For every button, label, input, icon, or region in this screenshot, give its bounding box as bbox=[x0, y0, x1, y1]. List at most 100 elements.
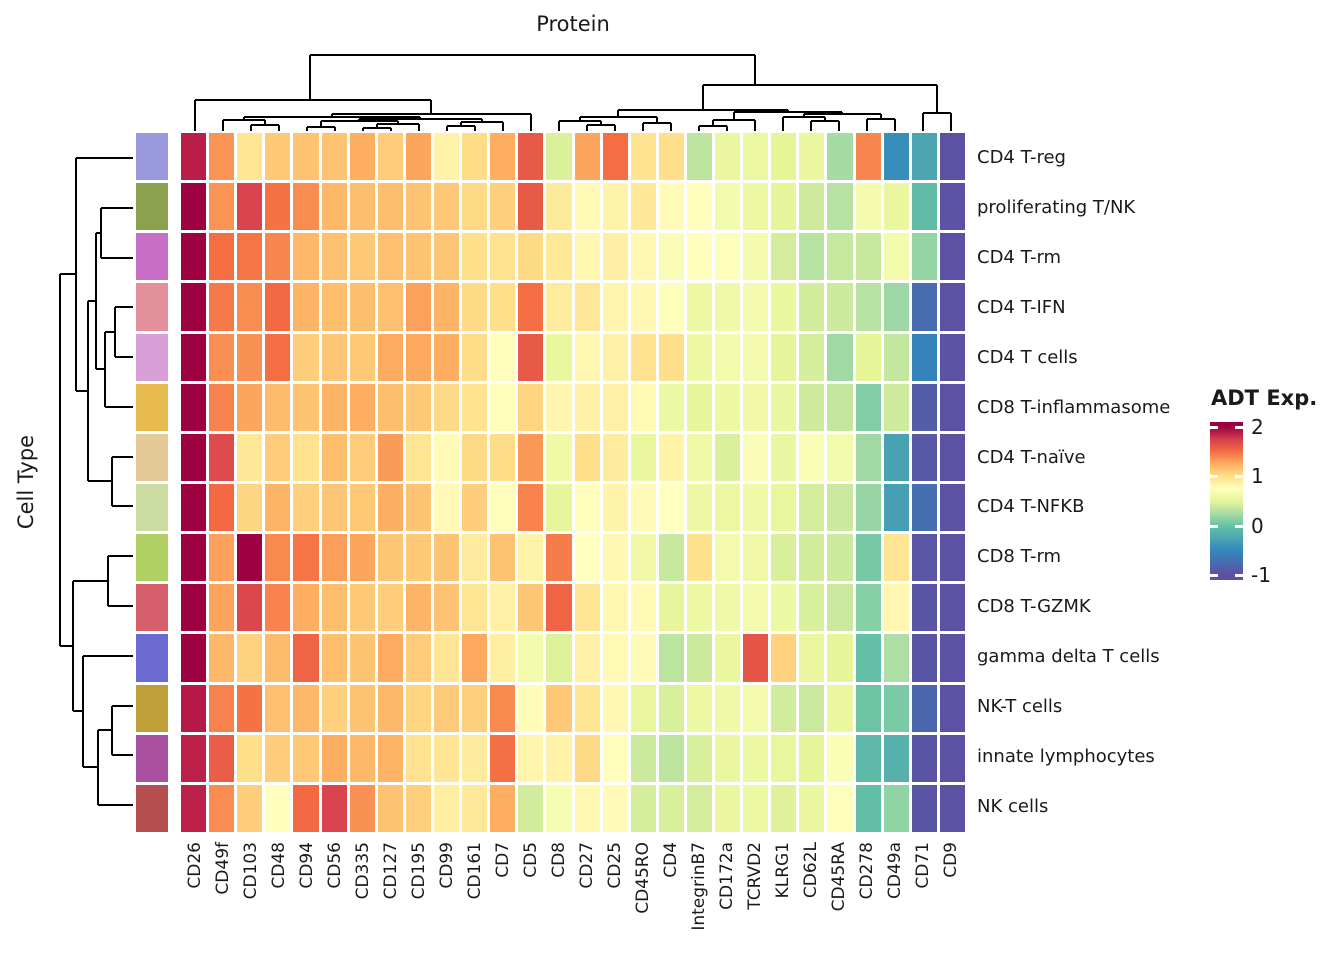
heatmap-cell bbox=[827, 333, 853, 381]
heatmap-cell bbox=[574, 634, 600, 682]
heatmap-cell bbox=[883, 133, 909, 181]
heatmap-cell bbox=[546, 283, 572, 331]
heatmap-cell bbox=[658, 534, 684, 582]
heatmap-cell bbox=[265, 684, 291, 732]
heatmap-cell bbox=[490, 584, 516, 632]
column-label: CD195 bbox=[409, 842, 429, 900]
heatmap-cell bbox=[602, 684, 628, 732]
heatmap-cell bbox=[602, 483, 628, 532]
heatmap-cell bbox=[462, 233, 488, 281]
heatmap-cell bbox=[237, 133, 263, 181]
heatmap-cell bbox=[377, 483, 403, 532]
heatmap-cell bbox=[574, 383, 600, 431]
heatmap-cell bbox=[518, 333, 544, 381]
heatmap-cell bbox=[855, 233, 881, 281]
heatmap-cell bbox=[209, 634, 235, 682]
heatmap-cell bbox=[855, 383, 881, 431]
heatmap-cell bbox=[939, 433, 965, 481]
heatmap-cell bbox=[237, 433, 263, 481]
heatmap-cell bbox=[349, 433, 375, 481]
legend-tick-mark bbox=[1210, 574, 1218, 578]
heatmap-cell bbox=[715, 433, 741, 481]
heatmap-cell bbox=[321, 684, 347, 732]
heatmap-cell bbox=[321, 433, 347, 481]
heatmap-cell bbox=[321, 133, 347, 181]
heatmap-cell bbox=[433, 183, 460, 231]
heatmap-cell bbox=[293, 133, 319, 181]
heatmap-cell bbox=[743, 534, 769, 582]
heatmap-cell bbox=[771, 483, 797, 532]
heatmap-cell bbox=[855, 634, 881, 682]
heatmap-cell bbox=[743, 233, 769, 281]
heatmap-cell bbox=[771, 534, 797, 582]
heatmap-cell bbox=[883, 534, 909, 582]
heatmap-cell bbox=[293, 634, 319, 682]
heatmap-cell bbox=[855, 734, 881, 782]
heatmap-cell bbox=[209, 784, 235, 832]
heatmap-cell bbox=[405, 534, 431, 582]
heatmap-cell bbox=[237, 534, 263, 582]
heatmap-cell bbox=[827, 534, 853, 582]
heatmap-cell bbox=[405, 433, 431, 481]
heatmap-cell bbox=[405, 233, 431, 281]
heatmap-cell bbox=[518, 283, 544, 331]
heatmap-cell bbox=[574, 333, 600, 381]
heatmap-cell bbox=[602, 233, 628, 281]
heatmap-cell bbox=[349, 584, 375, 632]
heatmap-cell bbox=[658, 784, 684, 832]
legend-tick-mark bbox=[1235, 524, 1243, 528]
heatmap-cell bbox=[321, 584, 347, 632]
column-label: CD48 bbox=[269, 842, 289, 889]
heatmap-cell bbox=[855, 684, 881, 732]
heatmap-cell bbox=[743, 433, 769, 481]
column-label: CD335 bbox=[353, 842, 373, 900]
heatmap-cell bbox=[771, 333, 797, 381]
heatmap-cell bbox=[855, 483, 881, 532]
row-label: proliferating T/NK bbox=[977, 196, 1136, 218]
column-label: CD103 bbox=[241, 842, 261, 900]
heatmap-cell bbox=[321, 483, 347, 532]
heatmap-cell bbox=[743, 734, 769, 782]
heatmap-cell bbox=[939, 483, 965, 532]
heatmap-cell bbox=[321, 283, 347, 331]
heatmap-cell bbox=[181, 684, 207, 732]
heatmap-cell bbox=[518, 584, 544, 632]
heatmap-cell bbox=[462, 684, 488, 732]
heatmap-cell bbox=[462, 133, 488, 181]
heatmap-cell bbox=[293, 584, 319, 632]
heatmap-cell bbox=[349, 784, 375, 832]
column-dendrogram bbox=[194, 54, 952, 131]
heatmap-cell bbox=[883, 734, 909, 782]
heatmap-cell bbox=[181, 383, 207, 431]
heatmap-cell bbox=[462, 333, 488, 381]
heatmap-cell bbox=[377, 684, 403, 732]
heatmap-cell bbox=[321, 534, 347, 582]
heatmap-cell bbox=[715, 333, 741, 381]
row-annotation-swatch bbox=[136, 333, 168, 381]
heatmap-cell bbox=[827, 483, 853, 532]
heatmap-cell bbox=[630, 734, 656, 782]
heatmap-cell bbox=[574, 183, 600, 231]
heatmap-cell bbox=[799, 483, 825, 532]
heatmap-cell bbox=[377, 233, 403, 281]
heatmap-cell bbox=[433, 584, 460, 632]
column-label: CD7 bbox=[493, 842, 513, 878]
heatmap-cell bbox=[686, 584, 713, 632]
heatmap-cell bbox=[433, 333, 460, 381]
row-label: CD4 T-NFKB bbox=[977, 496, 1085, 518]
heatmap-cell bbox=[237, 333, 263, 381]
heatmap-cell bbox=[237, 584, 263, 632]
heatmap-cell bbox=[181, 233, 207, 281]
heatmap-cell bbox=[658, 233, 684, 281]
legend-tick-label: 2 bbox=[1251, 414, 1264, 439]
heatmap-cell bbox=[377, 634, 403, 682]
heatmap-cell bbox=[209, 333, 235, 381]
heatmap-cell bbox=[855, 133, 881, 181]
heatmap-cell bbox=[630, 383, 656, 431]
heatmap-cell bbox=[293, 183, 319, 231]
heatmap-cell bbox=[771, 634, 797, 682]
heatmap-cell bbox=[209, 133, 235, 181]
heatmap-cell bbox=[462, 784, 488, 832]
column-label: CD71 bbox=[913, 842, 933, 889]
heatmap-cell bbox=[715, 584, 741, 632]
